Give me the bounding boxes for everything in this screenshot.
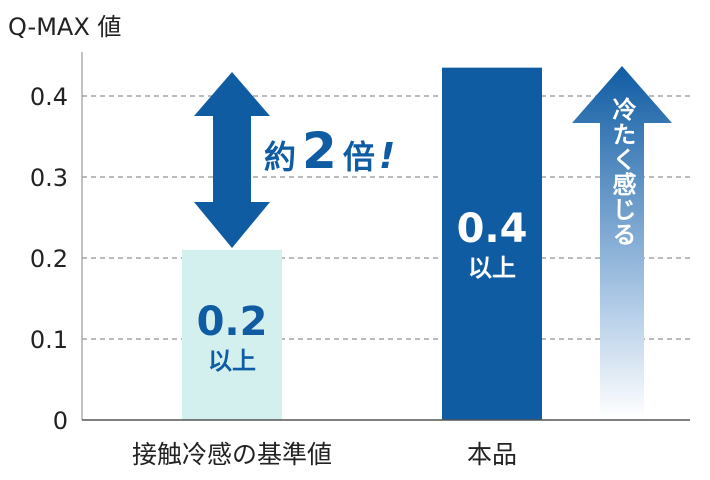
comparison-number: 2 <box>302 122 337 180</box>
y-tick-label: 0 <box>53 407 68 435</box>
bar <box>182 249 282 420</box>
bar <box>442 67 542 421</box>
y-tick-label: 0.2 <box>30 245 68 273</box>
y-tick-label: 0.3 <box>30 164 68 192</box>
x-tick-labels: 接触冷感の基準値 本品 <box>132 440 517 469</box>
bar-suffix-label: 以上 <box>208 347 256 375</box>
grid-lines <box>82 95 690 340</box>
y-tick-labels: 0 0.1 0.2 0.3 0.4 <box>30 83 68 435</box>
double-arrow-icon <box>194 72 270 248</box>
x-tick-label: 本品 <box>467 440 517 469</box>
comparison-prefix: 約 <box>264 138 296 176</box>
comparison-suffix: 倍 <box>343 138 375 176</box>
cool-arrow-text: 冷たく感じる <box>608 96 636 247</box>
bar-value-label: 0.2 <box>197 299 268 345</box>
y-tick-label: 0.1 <box>30 326 68 354</box>
bar-suffix-label: 以上 <box>468 254 516 282</box>
bar-value-label: 0.4 <box>457 206 528 252</box>
x-tick-label: 接触冷感の基準値 <box>132 440 332 469</box>
bars <box>182 67 542 421</box>
y-axis-title: Q-MAX 値 <box>8 13 121 41</box>
comparison-label: 約 2 倍! <box>264 122 395 180</box>
comparison-mark: ! <box>379 136 395 177</box>
y-tick-label: 0.4 <box>30 83 68 111</box>
cool-arrow-icon <box>572 66 672 418</box>
